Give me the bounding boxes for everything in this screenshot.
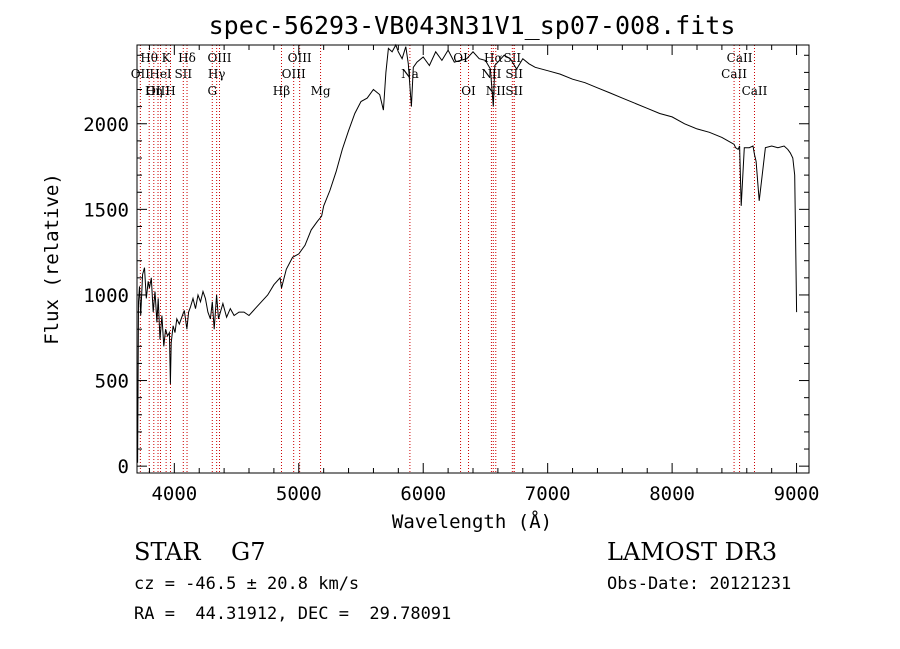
line-label-2: OIII	[146, 84, 170, 98]
spectrum-series	[136, 43, 798, 463]
y-tick-label-1: 500	[95, 371, 129, 393]
survey-name: LAMOST DR3	[607, 538, 778, 566]
x-tick-label-2: 6000	[400, 483, 446, 505]
line-label-26: CaII	[721, 67, 747, 81]
line-label-13: OIII	[282, 67, 306, 81]
line-label-4: HeI	[149, 67, 172, 81]
line-label-7: Hδ	[178, 51, 196, 65]
line-label-18: OI	[461, 84, 476, 98]
y-tick-label-3: 1500	[83, 199, 129, 221]
line-label-11: G	[207, 84, 217, 98]
line-label-0: Hθ	[140, 51, 158, 65]
x-tick-label-3: 7000	[525, 483, 571, 505]
chart-title: spec-56293-VB043N31V1_sp07-008.fits	[209, 11, 736, 40]
line-label-24: SII	[505, 84, 523, 98]
line-label-12: OIII	[288, 51, 312, 65]
y-axis-label: Flux (relative)	[41, 173, 63, 345]
x-tick-label-1: 5000	[276, 483, 322, 505]
observation-date: Obs-Date: 20121231	[607, 574, 792, 594]
line-label-9: OIII	[207, 51, 231, 65]
line-label-8: SII	[174, 67, 192, 81]
line-label-15: Mg	[311, 84, 331, 98]
line-label-27: CaII	[742, 84, 768, 98]
line-label-25: CaII	[727, 51, 753, 65]
spectrum-line	[136, 43, 798, 463]
line-label-1: OII	[131, 67, 151, 81]
line-label-3: K	[162, 51, 172, 65]
plot-frame	[136, 44, 810, 474]
y-tick-label-0: 0	[118, 456, 129, 478]
spectral-line-markers: Hθ OII OIII K HeI Hη H Hδ SII OIII Hγ G OIII OIII Hβ Mg…	[131, 45, 768, 473]
x-tick-label-5: 9000	[774, 483, 820, 505]
y-tick-label-2: 1000	[83, 285, 129, 307]
line-label-23: SII	[505, 67, 523, 81]
x-axis-label: Wavelength (Å)	[392, 510, 552, 533]
y-tick-label-4: 2000	[83, 114, 129, 136]
line-label-14: Hβ	[273, 84, 290, 98]
line-label-5: Hη	[145, 84, 163, 98]
line-label-21: NII	[486, 84, 506, 98]
x-tick-label-4: 8000	[649, 483, 695, 505]
line-label-6: H	[165, 84, 175, 98]
line-label-22: SII	[503, 51, 521, 65]
x-tick-label-0: 4000	[151, 483, 197, 505]
object-class: STAR G7	[134, 538, 266, 566]
axis-ticks: 4000 5000 6000 7000 8000 9000 0 500 1000 1500 2000	[83, 45, 819, 505]
line-label-16: Na	[401, 67, 419, 81]
line-label-20: NII	[481, 67, 501, 81]
line-label-10: Hγ	[208, 67, 226, 81]
redshift-velocity: cz = -46.5 ± 20.8 km/s	[134, 574, 360, 594]
line-label-17: OI	[453, 51, 468, 65]
sky-coordinates: RA = 44.31912, DEC = 29.78091	[134, 604, 452, 624]
